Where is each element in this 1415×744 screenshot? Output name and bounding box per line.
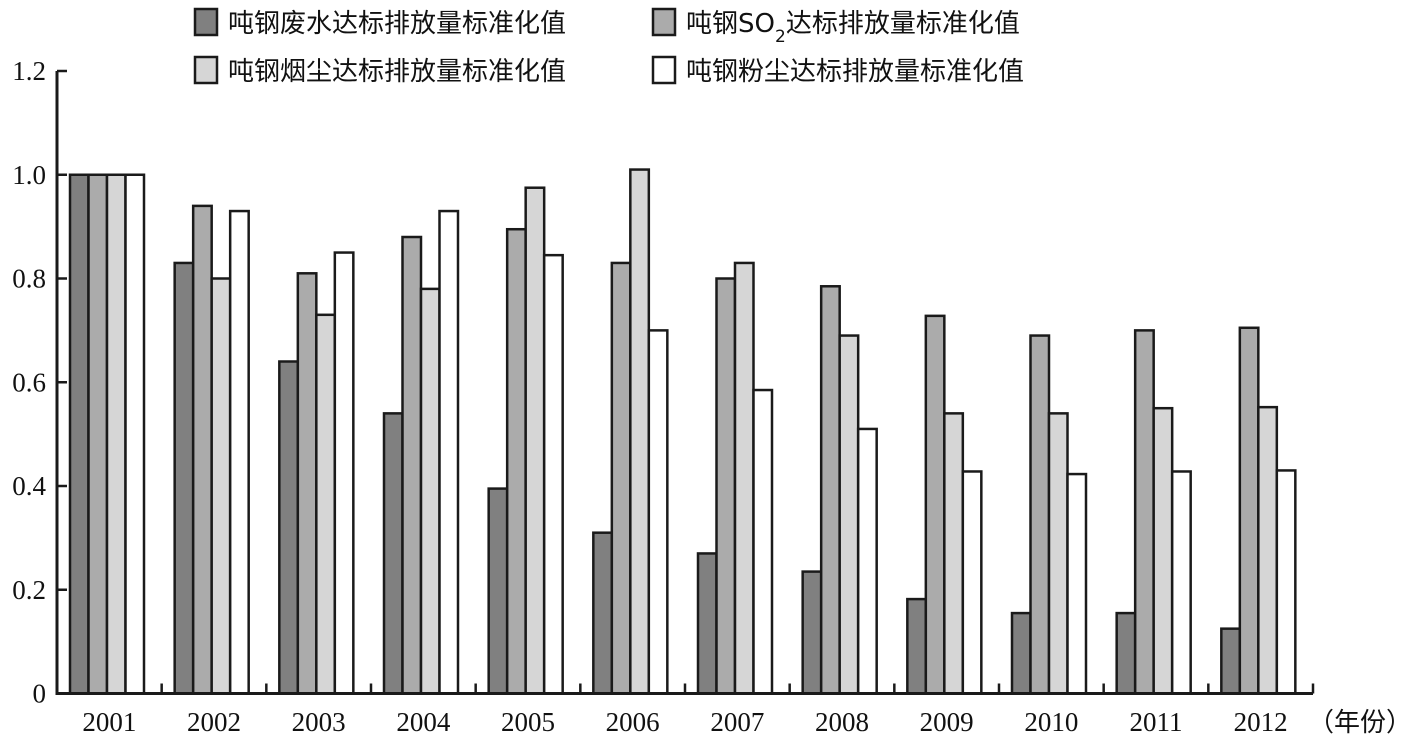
x-tick-label-2008: 2008 bbox=[815, 707, 869, 737]
bar-2001-series-2 bbox=[87, 173, 109, 695]
bar-2008-series-4 bbox=[856, 427, 878, 695]
bar-2002-series-1 bbox=[173, 261, 195, 695]
x-tick-label-2002: 2002 bbox=[187, 707, 241, 737]
bar-2011-series-3 bbox=[1152, 406, 1174, 695]
x-tick-label-2011: 2011 bbox=[1130, 707, 1183, 737]
bar-2005-series-4 bbox=[542, 253, 564, 695]
bar-2009-series-3 bbox=[943, 412, 965, 695]
bar-2004-series-1 bbox=[382, 412, 404, 695]
bars-group bbox=[68, 168, 1297, 695]
bar-2003-series-4 bbox=[333, 251, 355, 695]
legend-label-2: 吨钢SO2达标排放量标准化值 bbox=[686, 9, 1020, 47]
bar-2009-series-2 bbox=[924, 314, 946, 695]
bar-2008-series-3 bbox=[838, 334, 860, 695]
bar-2003-series-2 bbox=[296, 272, 318, 695]
bar-2004-series-4 bbox=[438, 209, 460, 695]
x-tick-label-2007: 2007 bbox=[710, 707, 764, 737]
bar-2010-series-1 bbox=[1010, 611, 1032, 695]
x-tick-label-2006: 2006 bbox=[606, 707, 660, 737]
bar-2005-series-1 bbox=[487, 487, 509, 695]
bar-2002-series-2 bbox=[191, 204, 213, 695]
legend-label-4: 吨钢粉尘达标排放量标准化值 bbox=[686, 57, 1024, 87]
y-tick-label: 0.6 bbox=[12, 367, 46, 397]
bar-2005-series-3 bbox=[524, 186, 546, 695]
bar-2012-series-3 bbox=[1257, 405, 1279, 695]
legend-swatch-1 bbox=[193, 7, 219, 37]
x-tick-label-2005: 2005 bbox=[501, 707, 555, 737]
bar-2011-series-2 bbox=[1133, 329, 1155, 695]
bar-2008-series-1 bbox=[801, 570, 823, 695]
bar-2011-series-4 bbox=[1170, 470, 1192, 695]
bar-2007-series-2 bbox=[715, 277, 737, 695]
x-axis-ticks: 2001 2002 2003 2004 2005 2006 2007 2008 2009 2010… bbox=[55, 683, 1315, 737]
bar-2002-series-3 bbox=[210, 277, 232, 695]
bar-2007-series-1 bbox=[696, 552, 718, 695]
x-tick-label-2004: 2004 bbox=[396, 707, 451, 737]
bar-2008-series-2 bbox=[819, 285, 841, 695]
legend: 吨钢废水达标排放量标准化值 吨钢SO2达标排放量标准化值吨钢烟尘达标排放量标准化值… bbox=[193, 7, 1024, 87]
bar-2005-series-2 bbox=[505, 227, 527, 695]
bar-2010-series-3 bbox=[1047, 412, 1069, 695]
bar-2006-series-4 bbox=[647, 329, 669, 695]
bar-2002-series-4 bbox=[228, 209, 250, 695]
bar-2012-series-1 bbox=[1220, 627, 1242, 695]
bar-2004-series-2 bbox=[401, 235, 423, 695]
bar-2001-series-1 bbox=[68, 173, 90, 695]
x-tick-label-2009: 2009 bbox=[920, 707, 974, 737]
bar-2003-series-1 bbox=[278, 360, 300, 695]
bar-2006-series-3 bbox=[629, 168, 651, 695]
x-tick-label-2012: 2012 bbox=[1234, 707, 1288, 737]
legend-label-3: 吨钢烟尘达标排放量标准化值 bbox=[228, 57, 566, 87]
y-axis-ticks: 0 0.2 0.4 0.6 0.8 1.0 1.2 bbox=[12, 56, 67, 709]
bar-2001-series-4 bbox=[124, 173, 146, 695]
legend-swatch-4 bbox=[651, 55, 677, 85]
bar-2007-series-4 bbox=[752, 388, 774, 695]
legend-swatch-3 bbox=[193, 55, 219, 85]
y-tick-label: 0.4 bbox=[12, 471, 46, 501]
bar-2012-series-2 bbox=[1238, 326, 1260, 695]
y-tick-label: 1.2 bbox=[12, 56, 46, 86]
x-axis-unit-label: （年份） bbox=[1308, 708, 1412, 738]
legend-swatch-2 bbox=[651, 7, 677, 37]
bar-2006-series-1 bbox=[592, 531, 614, 695]
bar-2009-series-1 bbox=[906, 597, 928, 695]
x-tick-label-2010: 2010 bbox=[1024, 707, 1078, 737]
bar-2001-series-3 bbox=[105, 173, 127, 695]
y-tick-label: 0.8 bbox=[12, 264, 46, 294]
legend-label-1: 吨钢废水达标排放量标准化值 bbox=[228, 9, 566, 39]
legend-label-part: 2 bbox=[775, 27, 786, 47]
legend-label-part: 吨钢废水达标排放量标准化值 bbox=[228, 9, 566, 39]
x-tick-label-2001: 2001 bbox=[82, 707, 136, 737]
bar-2010-series-2 bbox=[1029, 334, 1051, 695]
bar-2003-series-3 bbox=[315, 313, 337, 695]
y-tick-label: 1.0 bbox=[12, 160, 46, 190]
bar-2009-series-4 bbox=[961, 470, 983, 695]
legend-label-part: 吨钢粉尘达标排放量标准化值 bbox=[686, 57, 1024, 87]
legend-label-part: 吨钢烟尘达标排放量标准化值 bbox=[228, 57, 566, 87]
bar-2007-series-3 bbox=[733, 261, 755, 695]
bar-2011-series-1 bbox=[1115, 611, 1137, 695]
x-tick-label-2003: 2003 bbox=[292, 707, 346, 737]
legend-label-part: 吨钢SO bbox=[686, 9, 775, 39]
bar-2004-series-3 bbox=[419, 287, 441, 695]
bar-2006-series-2 bbox=[610, 261, 632, 695]
y-tick-label: 0.2 bbox=[12, 575, 46, 605]
bar-2010-series-4 bbox=[1066, 472, 1088, 695]
bar-2012-series-4 bbox=[1275, 469, 1297, 695]
legend-label-part: 达标排放量标准化值 bbox=[786, 9, 1020, 39]
y-tick-label: 0 bbox=[33, 679, 47, 709]
